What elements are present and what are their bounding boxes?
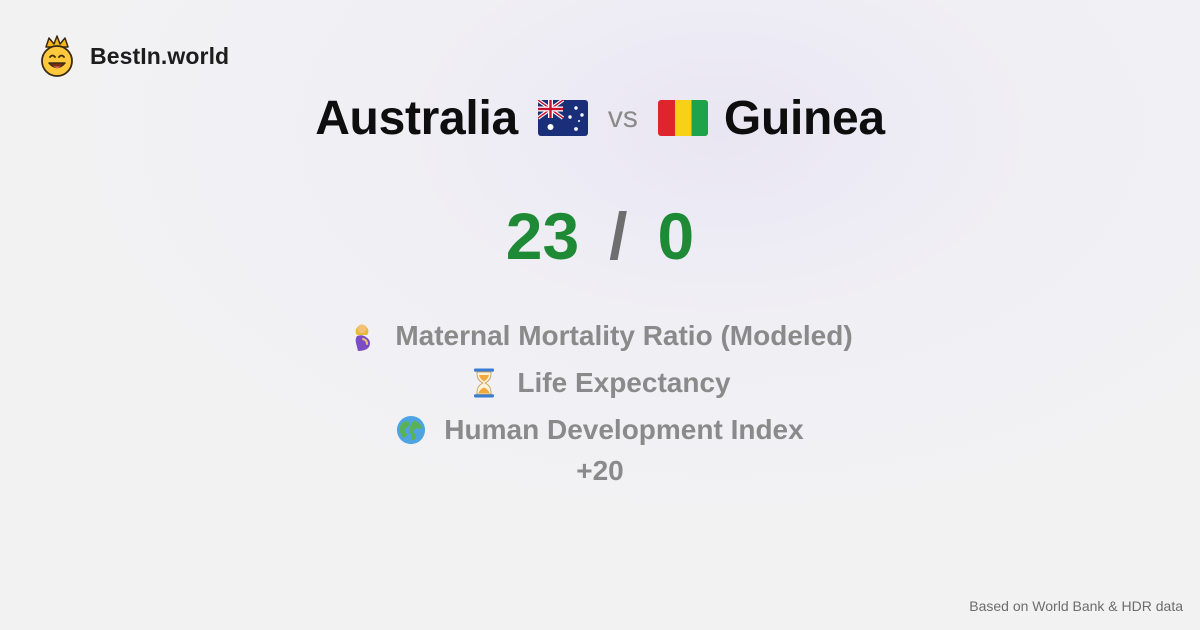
globe-icon xyxy=(397,415,426,444)
australia-flag-icon xyxy=(537,100,588,136)
score: 23 / 0 xyxy=(0,196,1200,276)
metric-label: Maternal Mortality Ratio (Modeled) xyxy=(395,319,853,351)
country-b-name: Guinea xyxy=(723,91,885,145)
score-separator: / xyxy=(609,199,628,273)
metric-label: Human Development Index xyxy=(444,413,804,445)
brand-name: BestIn.world xyxy=(90,42,230,69)
guinea-flag-icon xyxy=(657,100,708,136)
vs-label: vs xyxy=(607,101,638,134)
crowned-smiley-icon xyxy=(41,35,73,77)
matchup-heading: Australia vs Guinea xyxy=(0,86,1200,150)
brand[interactable]: BestIn.world xyxy=(38,35,229,77)
data-source-footnote: Based on World Bank & HDR data xyxy=(969,598,1183,614)
pregnant-woman-icon xyxy=(355,324,371,351)
more-metrics-count: +20 xyxy=(576,455,624,486)
score-country-a: 23 xyxy=(505,199,580,273)
metric-item: Human Development Index xyxy=(0,406,1200,453)
hourglass-icon xyxy=(474,368,495,397)
country-a-name: Australia xyxy=(315,91,518,145)
score-country-b: 0 xyxy=(657,199,695,273)
metric-item: Life Expectancy xyxy=(0,359,1200,406)
metric-list: Maternal Mortality Ratio (Modeled) Life … xyxy=(0,312,1200,487)
metric-label: Life Expectancy xyxy=(517,366,731,398)
metric-item: Maternal Mortality Ratio (Modeled) xyxy=(0,312,1200,359)
